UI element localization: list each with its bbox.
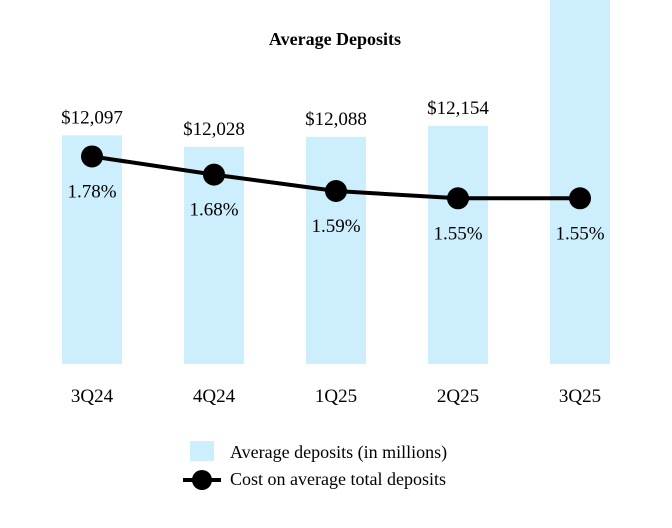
- legend: Average deposits (in millions) Cost on a…: [183, 441, 447, 490]
- line-point-4Q24: [203, 163, 225, 186]
- line-point-3Q24: [81, 145, 103, 168]
- bar-value-label-2Q25: $12,154: [427, 98, 489, 119]
- bar-group: [62, 0, 610, 364]
- bar-1Q25: [306, 136, 366, 364]
- line-group: 1.78% 1.68% 1.59% 1.55% 1.55%: [67, 145, 605, 244]
- bar-3Q24: [62, 135, 122, 364]
- line-value-label-3Q25: 1.55%: [555, 223, 604, 244]
- x-tick-3Q24: 3Q24: [71, 386, 114, 407]
- x-tick-1Q25: 1Q25: [315, 386, 357, 407]
- line-point-3Q25: [569, 187, 591, 210]
- x-tick-3Q25: 3Q25: [559, 386, 601, 407]
- line-point-1Q25: [325, 180, 347, 203]
- x-axis-ticks: 3Q24 4Q24 1Q25 2Q25 3Q25: [71, 386, 601, 407]
- bar-3Q25: [550, 0, 610, 364]
- line-value-label-3Q24: 1.78%: [67, 181, 116, 202]
- line-value-label-1Q25: 1.59%: [311, 216, 360, 237]
- legend-line-marker: [192, 470, 212, 490]
- legend-bar-label: Average deposits (in millions): [230, 442, 447, 463]
- bar-label-group: $12,097$12,028$12,088$12,154$13,297: [61, 98, 489, 140]
- x-tick-4Q24: 4Q24: [193, 386, 236, 407]
- line-point-2Q25: [447, 187, 469, 210]
- legend-line-label: Cost on average total deposits: [230, 469, 446, 489]
- bar-value-label-1Q25: $12,088: [305, 109, 367, 130]
- bar-2Q25: [428, 125, 488, 364]
- bar-value-label-4Q24: $12,028: [183, 119, 245, 140]
- bar-value-label-3Q24: $12,097: [61, 107, 123, 128]
- line-value-label-2Q25: 1.55%: [433, 223, 482, 244]
- line-value-label-4Q24: 1.68%: [189, 200, 238, 221]
- legend-bar-swatch: [190, 441, 214, 461]
- x-tick-2Q25: 2Q25: [437, 386, 479, 407]
- chart-title: Average Deposits: [269, 29, 401, 49]
